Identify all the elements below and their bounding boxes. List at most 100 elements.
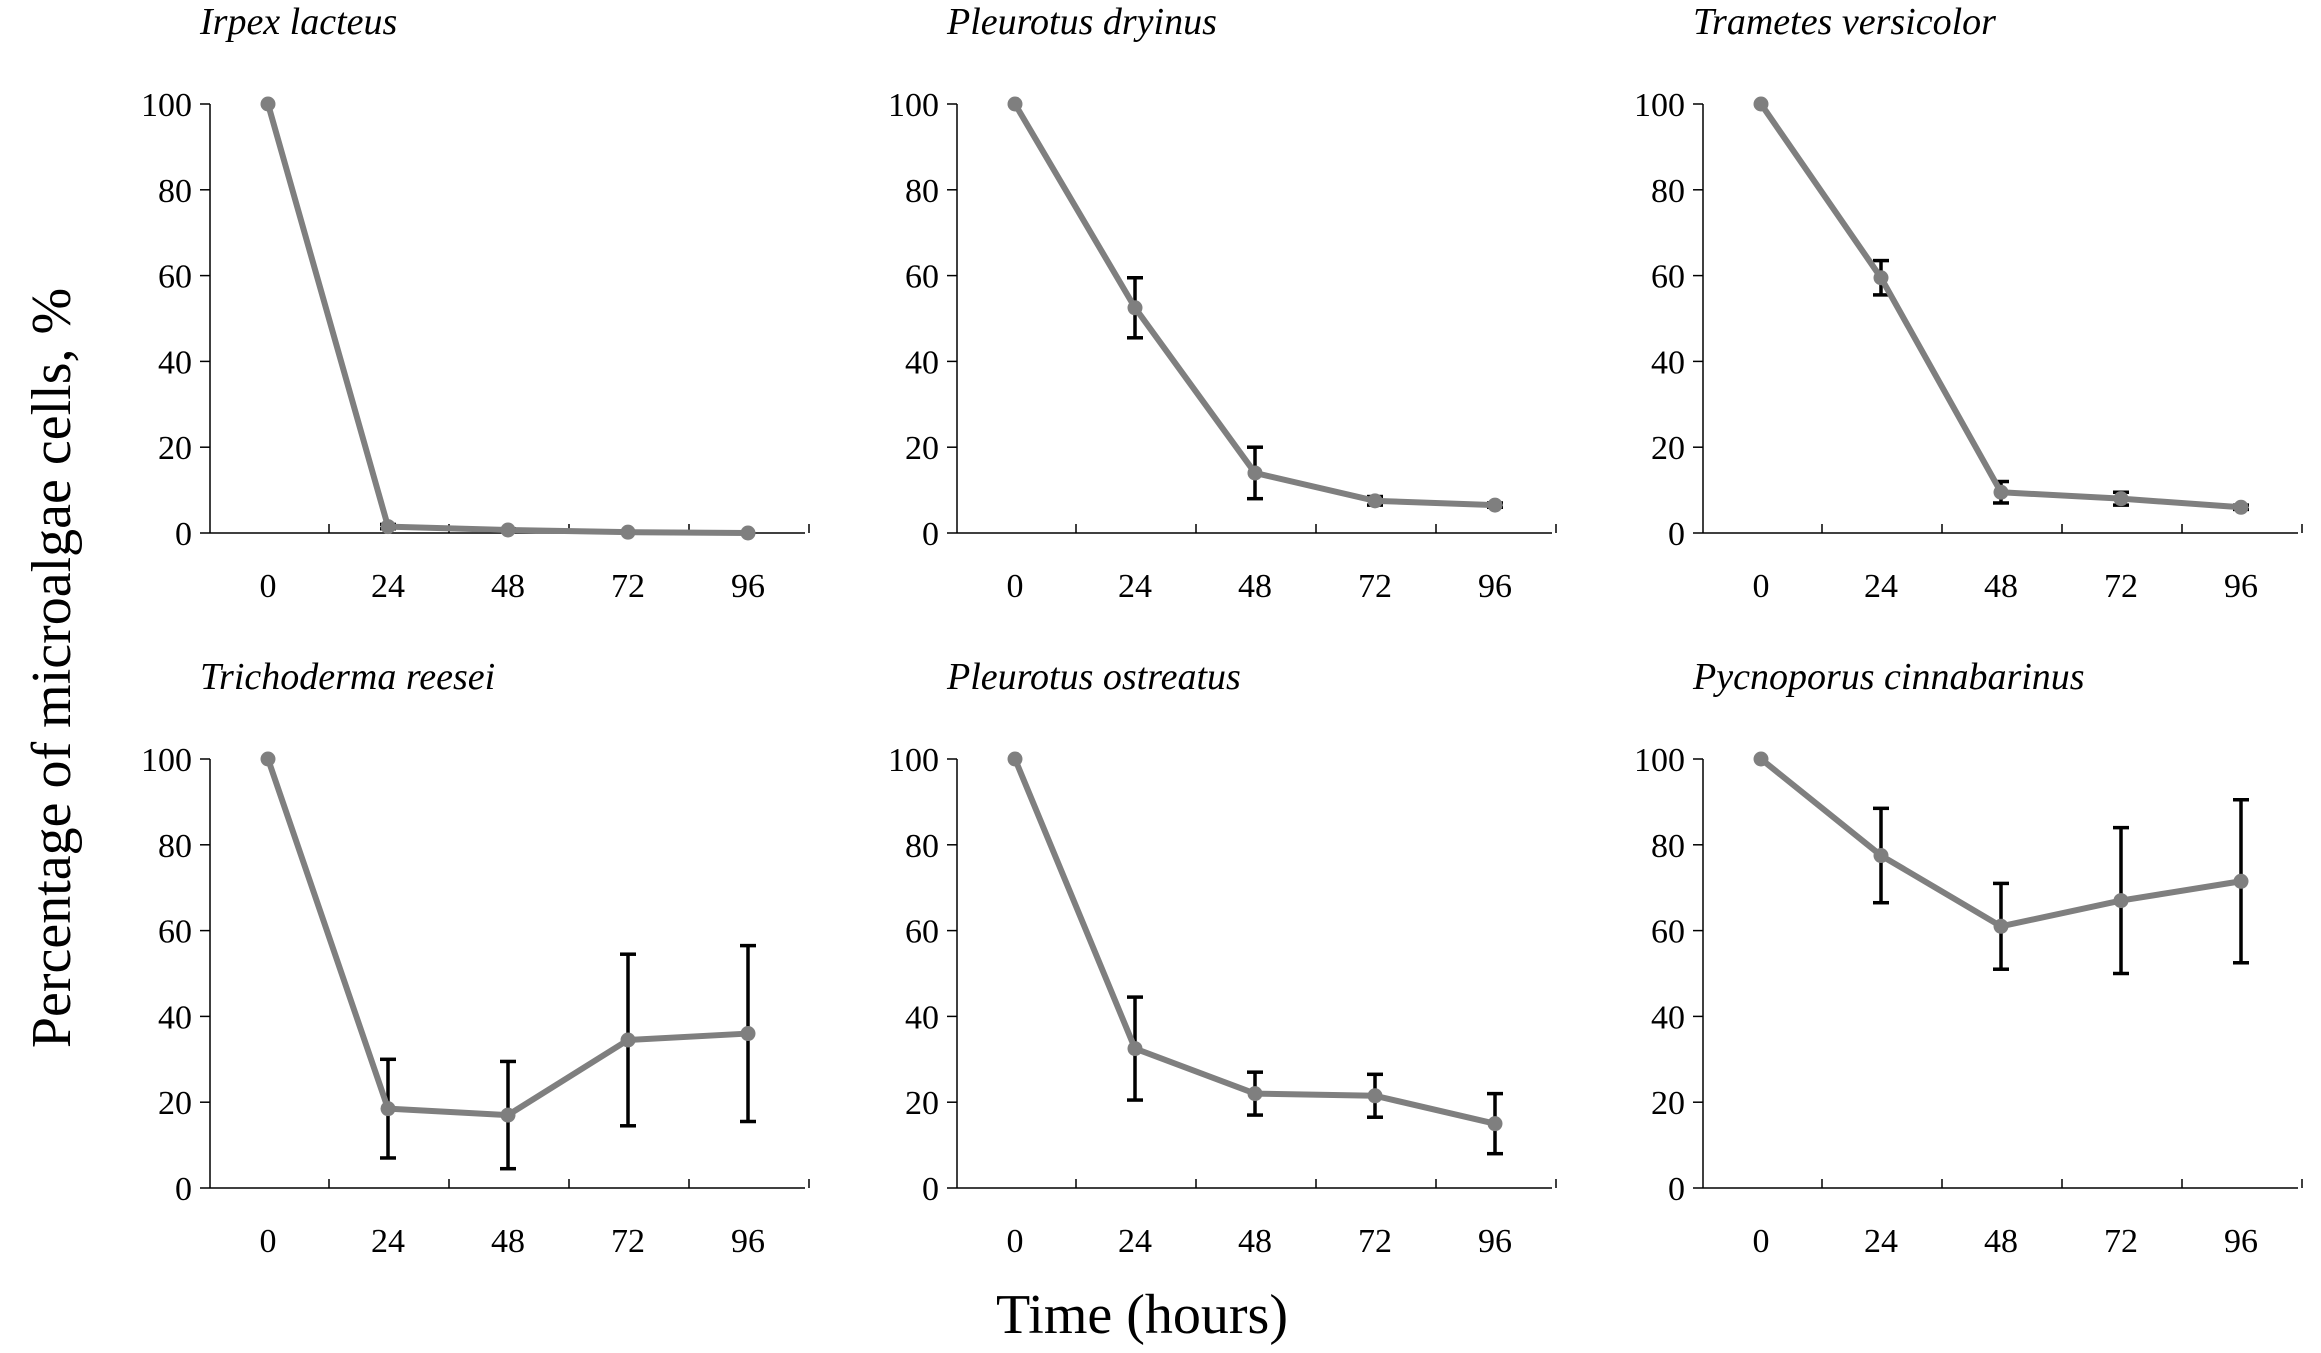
data-point: [620, 524, 636, 540]
y-tick-label: 60: [905, 914, 939, 951]
y-tick-label: 20: [158, 1085, 192, 1122]
data-point: [1007, 751, 1023, 767]
data-point: [1247, 1086, 1263, 1102]
data-point: [1127, 300, 1143, 316]
data-point: [2233, 873, 2249, 889]
y-tick-label: 60: [158, 259, 192, 296]
panel-title: Pycnoporus cinnabarinus: [1692, 656, 2085, 698]
series-line: [1758, 102, 2242, 511]
data-point: [1753, 96, 1769, 112]
series-line: [265, 103, 749, 536]
panel-5: Pleurotus ostreatus 0 20 40 60 80 100 0 24 48 72 96: [888, 656, 1557, 1260]
data-point: [260, 751, 276, 767]
x-tick-label: 72: [611, 1223, 645, 1260]
x-tick-label: 48: [1238, 1223, 1272, 1260]
data-point: [380, 519, 396, 535]
y-tick-label: 40: [1651, 344, 1685, 381]
data-point: [380, 1101, 396, 1117]
data-point: [1993, 918, 2009, 934]
data-point: [740, 525, 756, 541]
panel-title: Pleurotus ostreatus: [946, 656, 1241, 698]
y-tick-label: 80: [905, 828, 939, 865]
x-tick-label: 96: [1478, 568, 1512, 605]
panel-6: Pycnoporus cinnabarinus 0 20 40 60 80 100 0 24 48…: [1634, 656, 2303, 1260]
panel-title: Pleurotus dryinus: [946, 1, 1217, 43]
data-point: [500, 522, 516, 538]
y-tick-label: 20: [905, 1085, 939, 1122]
x-tick-label: 72: [1358, 1223, 1392, 1260]
data-point: [1753, 751, 1769, 767]
data-point: [1127, 1041, 1143, 1057]
y-tick-label: 80: [1651, 828, 1685, 865]
data-point: [1873, 848, 1889, 864]
y-tick-label: 0: [922, 516, 939, 553]
y-tick-label: 0: [175, 1171, 192, 1208]
x-tick-label: 24: [371, 1223, 405, 1260]
y-tick-label: 80: [1651, 173, 1685, 210]
x-tick-label: 0: [260, 1223, 277, 1260]
x-tick-label: 0: [1007, 568, 1024, 605]
y-tick-label: 0: [922, 1171, 939, 1208]
x-tick-label: 48: [491, 568, 525, 605]
data-point: [2113, 893, 2129, 909]
data-point: [1247, 465, 1263, 481]
x-tick-label: 0: [260, 568, 277, 605]
y-tick-label: 100: [1634, 742, 1685, 779]
y-tick-label: 100: [1634, 87, 1685, 124]
x-tick-label: 0: [1753, 568, 1770, 605]
y-tick-label: 20: [1651, 1085, 1685, 1122]
data-point: [1367, 493, 1383, 509]
x-tick-label: 72: [2104, 568, 2138, 605]
x-tick-label: 72: [611, 568, 645, 605]
y-tick-label: 80: [905, 173, 939, 210]
panel-2: Pleurotus dryinus 0 20 40 60 80 100 0 24 48 72 96: [888, 1, 1557, 605]
x-tick-label: 24: [1118, 1223, 1152, 1260]
x-tick-label: 24: [1864, 568, 1898, 605]
y-tick-label: 0: [1668, 1171, 1685, 1208]
y-tick-label: 0: [175, 516, 192, 553]
y-tick-label: 60: [1651, 259, 1685, 296]
panel-3: Trametes versicolor 0 20 40 60 80 100 0 24 48 72 96: [1634, 1, 2303, 605]
x-tick-label: 96: [2224, 1223, 2258, 1260]
y-tick-label: 40: [905, 999, 939, 1036]
y-tick-label: 100: [888, 87, 939, 124]
y-axis-title: Percentage of microalgae cells, %: [21, 288, 83, 1048]
panel-title: Irpex lacteus: [199, 1, 397, 43]
data-point: [740, 1026, 756, 1042]
data-point: [1007, 96, 1023, 112]
data-point: [1873, 270, 1889, 286]
panel-4: Trichoderma reesei 0 20 40 60 80 100 0 24 48 72 96: [141, 656, 810, 1260]
data-point: [1993, 484, 2009, 500]
x-tick-label: 24: [1118, 568, 1152, 605]
x-tick-label: 96: [731, 1223, 765, 1260]
data-point: [1367, 1088, 1383, 1104]
data-point: [2113, 491, 2129, 507]
x-tick-label: 0: [1007, 1223, 1024, 1260]
y-tick-label: 20: [905, 430, 939, 467]
y-tick-label: 80: [158, 173, 192, 210]
x-tick-label: 72: [2104, 1223, 2138, 1260]
y-tick-label: 100: [141, 742, 192, 779]
x-tick-label: 24: [1864, 1223, 1898, 1260]
x-tick-label: 72: [1358, 568, 1392, 605]
data-point: [2233, 499, 2249, 515]
y-tick-label: 60: [158, 914, 192, 951]
y-tick-label: 40: [1651, 999, 1685, 1036]
x-tick-label: 48: [1984, 568, 2018, 605]
data-point: [620, 1032, 636, 1048]
y-tick-label: 0: [1668, 516, 1685, 553]
x-tick-label: 48: [1984, 1223, 2018, 1260]
y-tick-label: 80: [158, 828, 192, 865]
x-axis-title: Time (hours): [996, 1284, 1288, 1346]
y-tick-label: 100: [888, 742, 939, 779]
x-tick-label: 0: [1753, 1223, 1770, 1260]
x-tick-label: 96: [731, 568, 765, 605]
y-tick-label: 40: [158, 344, 192, 381]
y-tick-label: 20: [1651, 430, 1685, 467]
y-tick-label: 60: [1651, 914, 1685, 951]
y-tick-label: 60: [905, 259, 939, 296]
x-tick-label: 96: [1478, 1223, 1512, 1260]
y-tick-label: 40: [905, 344, 939, 381]
